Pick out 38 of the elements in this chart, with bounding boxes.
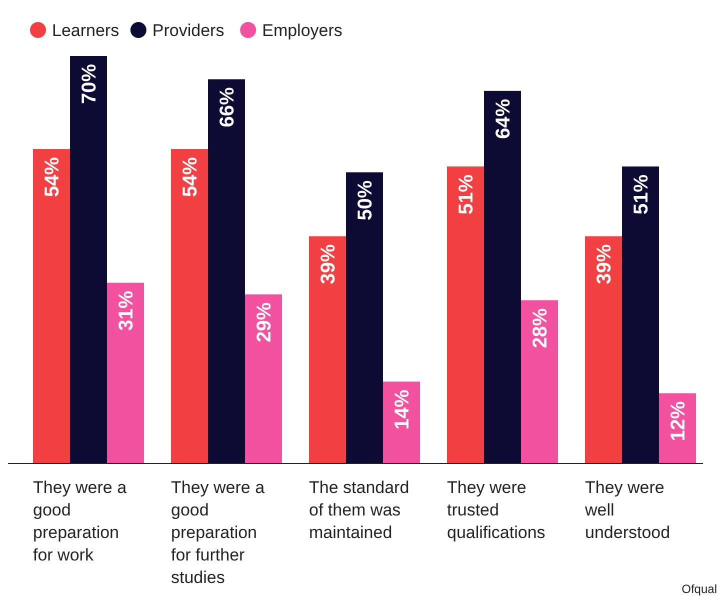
data-label: 28% [530, 308, 552, 348]
data-label: 54% [180, 156, 202, 198]
data-label: 54% [42, 156, 64, 198]
bar [208, 79, 245, 463]
data-label: 39% [594, 244, 616, 284]
text: Ofqual [682, 582, 717, 596]
bar [346, 172, 383, 463]
bar [33, 149, 70, 463]
data-label: 12% [668, 401, 690, 442]
bar [245, 294, 282, 463]
bar [585, 236, 622, 463]
x-tick-label: They were trusted qualifications [447, 478, 546, 542]
bar [383, 382, 420, 463]
legend-label: Providers [152, 21, 224, 40]
data-label: 51% [456, 174, 478, 215]
data-label: 66% [216, 87, 238, 128]
bar [107, 282, 144, 463]
x-tick-label: They were a good preparation for further studies [171, 478, 266, 587]
x-tick-label: They were a good preparation for work [33, 478, 128, 564]
bar [447, 166, 484, 463]
data-label: 14% [392, 389, 414, 430]
bar [484, 90, 521, 463]
bar [622, 166, 659, 463]
bar [70, 56, 107, 463]
legend-label: Employers [262, 21, 342, 40]
bar [309, 236, 346, 463]
data-label: 51% [630, 174, 652, 215]
legend-label: Learners [52, 21, 120, 40]
x-tick-label: The standard of them was maintained [309, 478, 410, 542]
bar [171, 149, 208, 463]
data-label: 70% [78, 64, 100, 104]
bar [521, 300, 558, 463]
data-label: 50% [354, 180, 376, 220]
data-label: 64% [492, 98, 514, 139]
data-label: 39% [318, 244, 340, 284]
x-tick-label: They were well understood [584, 478, 670, 542]
data-label: 31% [116, 290, 138, 331]
data-label: 29% [254, 302, 276, 342]
